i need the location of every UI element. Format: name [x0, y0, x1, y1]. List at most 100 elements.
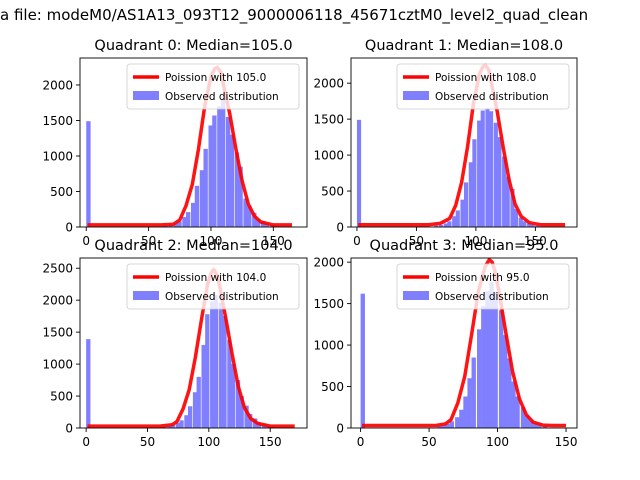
panel-2: Quadrant 2: Median=104.00 50 100 1500500100… [42, 238, 308, 449]
y-tick-label: 1500 [42, 114, 73, 128]
histogram-bar [488, 111, 494, 227]
histogram-bar [173, 223, 178, 227]
histogram-bar [529, 420, 534, 428]
y-tick-label: 2000 [313, 76, 344, 90]
histogram-bar [460, 199, 465, 227]
y-tick-label: 500 [321, 380, 344, 394]
y-tick-label: 1000 [42, 357, 73, 371]
histogram-bar [520, 407, 526, 428]
histogram-bar [510, 188, 515, 227]
legend-line-label: Poission with 95.0 [435, 272, 530, 284]
x-tick-label: 50 [421, 435, 436, 449]
legend-bar-swatch [133, 291, 159, 300]
histogram-bar [243, 198, 248, 227]
axes-frame [350, 57, 578, 228]
histogram-bar [356, 119, 362, 227]
x-tick-label: 100 [197, 435, 220, 449]
histogram-bar [527, 223, 532, 227]
histogram-bar [208, 125, 213, 227]
y-tick-label: 1500 [42, 325, 73, 339]
histogram-bar [481, 306, 486, 428]
histogram-bar [252, 212, 257, 227]
histogram-bar [239, 396, 244, 428]
y-tick-label: 0 [65, 421, 73, 435]
panel-0: Quadrant 0: Median=105.00 50 100 1500500100… [42, 38, 308, 248]
panel-3: Quadrant 3: Median=95.00 50 100 15005001000… [313, 238, 577, 449]
x-tick-label: 0 [357, 435, 365, 449]
legend-bar-swatch [133, 91, 159, 100]
histogram-bar [220, 99, 226, 227]
histogram-bar [449, 421, 455, 428]
histogram-bar [201, 344, 206, 428]
legend-bar-swatch [403, 291, 429, 300]
histogram-bar [518, 217, 523, 227]
legend-line-label: Poission with 108.0 [435, 72, 536, 84]
histogram-bar [230, 364, 236, 428]
legend-bar-label: Observed distribution [165, 91, 279, 103]
histogram-bar [439, 224, 444, 227]
x-tick-label: 150 [262, 234, 285, 248]
histogram-bar [213, 295, 219, 428]
y-tick-label: 0 [336, 220, 344, 234]
histogram-bar [485, 291, 490, 428]
histogram-bar [203, 148, 208, 227]
histogram-bar [196, 376, 201, 428]
histogram-bar [264, 223, 269, 227]
histogram-bar [471, 357, 476, 428]
y-tick-label: 0 [336, 421, 344, 435]
y-tick-label: 2000 [42, 78, 73, 92]
histogram-bar [542, 426, 548, 428]
legend-bar-swatch [403, 91, 429, 100]
histogram-bar [235, 380, 241, 428]
legend-bar-label: Observed distribution [165, 291, 279, 303]
histogram-bar [86, 121, 91, 227]
histogram-bar [186, 212, 191, 227]
histogram-bar [255, 219, 261, 227]
histogram-bar [502, 156, 507, 227]
histogram-bar [505, 176, 510, 227]
histogram-bar [248, 413, 253, 428]
histogram-bar [167, 426, 172, 428]
histogram-bar [497, 137, 502, 227]
x-tick-label: 100 [464, 234, 487, 248]
histogram-bar [472, 139, 477, 227]
histogram-bar [222, 316, 227, 428]
histogram-bar [182, 217, 187, 227]
x-tick-label: 50 [140, 435, 155, 449]
y-tick-label: 2000 [313, 255, 344, 269]
panel-title: Quadrant 1: Median=108.0 [365, 38, 563, 54]
histogram-bars [86, 99, 278, 227]
histogram-bar [217, 106, 222, 227]
y-tick-label: 1000 [313, 338, 344, 352]
histogram-bar [477, 120, 482, 227]
histogram-bar [225, 116, 231, 227]
y-tick-label: 500 [321, 184, 344, 198]
histogram-bar [441, 425, 446, 428]
histogram-bar [212, 115, 217, 227]
histogram-bar [238, 166, 243, 227]
histogram-bar [175, 422, 181, 428]
histogram-bar [445, 423, 450, 428]
histogram-bars [360, 282, 548, 428]
histogram-bar [463, 396, 468, 428]
histogram-bar [530, 224, 535, 227]
histogram-bar [360, 293, 365, 428]
histogram-bar [199, 170, 205, 227]
histogram-bar [493, 292, 498, 428]
histogram-bar [513, 209, 519, 227]
x-tick-label: 150 [524, 234, 547, 248]
histogram-bar [459, 409, 464, 428]
histogram-bar [210, 301, 215, 428]
histogram-bar [177, 221, 182, 227]
histogram-bar [447, 221, 452, 227]
histogram-bar [191, 202, 196, 227]
histogram-bar [437, 426, 442, 428]
histogram-bar [455, 417, 460, 428]
x-tick-label: 50 [409, 234, 424, 248]
panel-title: Quadrant 3: Median=95.0 [370, 238, 559, 254]
histogram-bar [485, 108, 490, 227]
histogram-bar [194, 185, 200, 227]
y-tick-label: 1000 [313, 148, 344, 162]
y-tick-label: 1500 [313, 112, 344, 126]
